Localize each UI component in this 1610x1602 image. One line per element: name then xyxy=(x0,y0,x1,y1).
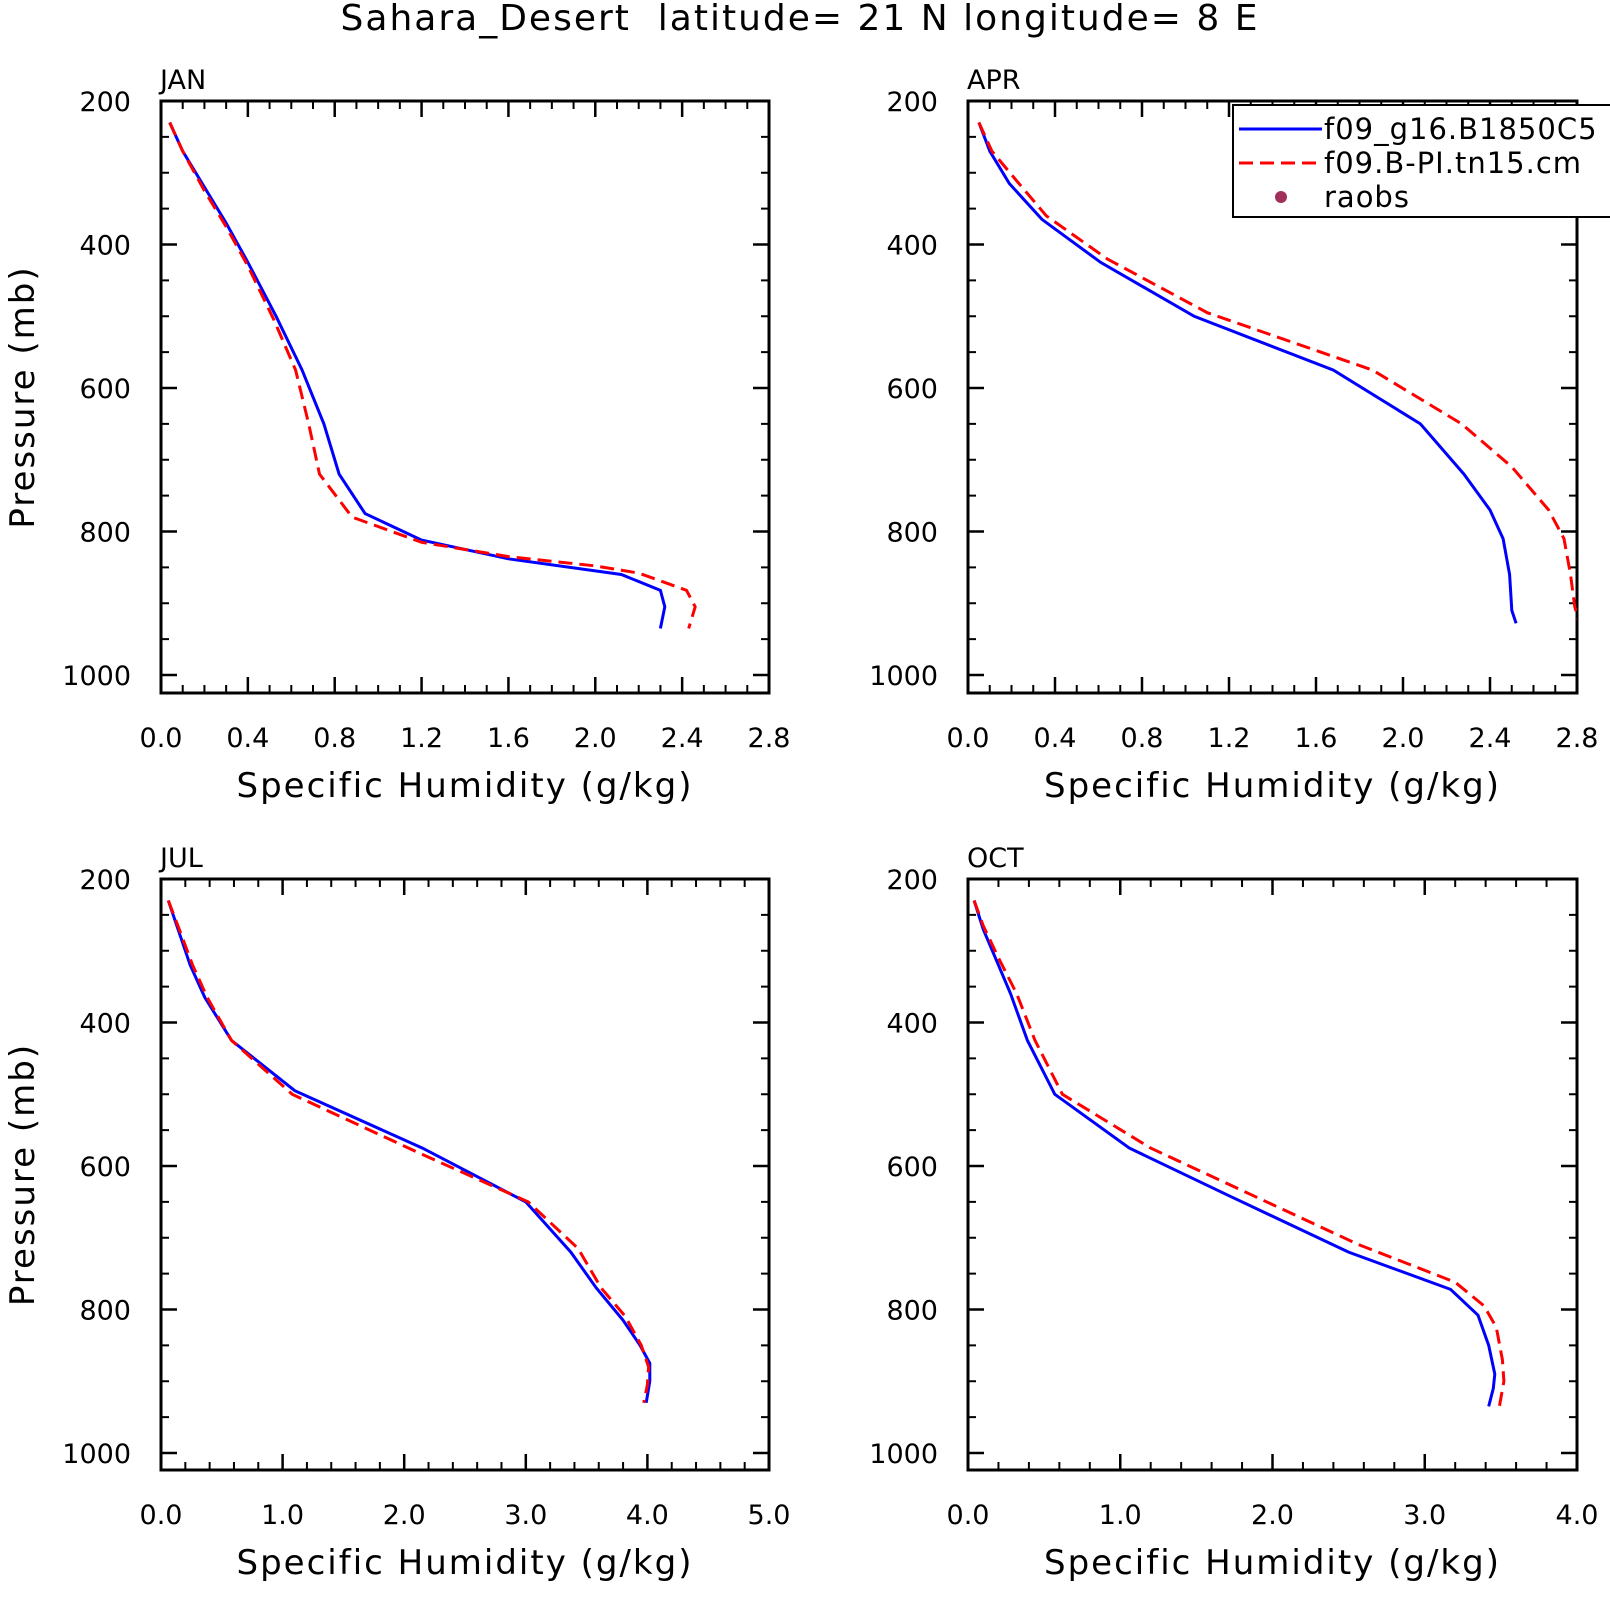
y-tick-label: 800 xyxy=(79,518,131,549)
x-axis-label: Specific Humidity (g/kg) xyxy=(1044,1543,1501,1583)
panel-title: JAN xyxy=(158,65,206,96)
x-tick-label: 2.4 xyxy=(661,723,704,754)
panel-jan: 0.0 0.4 0.8 1.2 1.6 2.0 2.4 2.8 200 400 600 800 1000… xyxy=(3,65,790,806)
x-tick-label: 1.2 xyxy=(400,723,443,754)
x-tick-label: 2.4 xyxy=(1469,723,1512,754)
panel-title: APR xyxy=(967,65,1021,96)
x-tick-label: 2.0 xyxy=(574,723,617,754)
x-tick-label: 3.0 xyxy=(504,1500,547,1531)
x-tick-label: 2.0 xyxy=(1382,723,1425,754)
panel-title: OCT xyxy=(967,843,1024,874)
panel-oct: 0.0 1.0 2.0 3.0 4.0 200 400 600 800 1000 OCT Specif… xyxy=(869,843,1598,1583)
panel-jul: 0.0 1.0 2.0 3.0 4.0 5.0 200 400 600 800 1000 JUL Spe… xyxy=(3,843,790,1583)
series-line-f09-b-pi xyxy=(977,121,1577,621)
x-axis-label: Specific Humidity (g/kg) xyxy=(237,1543,694,1583)
legend-box xyxy=(1232,104,1610,218)
figure-title: Sahara_Desert latitude= 21 N longitude= … xyxy=(341,0,1260,39)
series-line-f09-b-pi xyxy=(166,899,651,1404)
legend-label: f09.B-PI.tn15.cm xyxy=(1324,146,1582,180)
y-tick-label: 600 xyxy=(886,374,938,405)
plot-frame xyxy=(159,877,771,1472)
x-tick-label: 4.0 xyxy=(626,1500,669,1531)
x-tick-label: 0.0 xyxy=(140,723,183,754)
legend-label: raobs xyxy=(1324,180,1410,214)
y-tick-label: 200 xyxy=(79,87,131,118)
y-axis-label: Pressure (mb) xyxy=(3,265,43,528)
y-tick-label: 400 xyxy=(886,1009,938,1040)
y-tick-label: 200 xyxy=(886,87,938,118)
x-tick-label: 1.0 xyxy=(261,1500,304,1531)
x-axis-label: Specific Humidity (g/kg) xyxy=(237,766,694,806)
y-tick-label: 600 xyxy=(79,374,131,405)
y-tick-label: 400 xyxy=(79,231,131,262)
y-tick-label: 200 xyxy=(79,865,131,896)
panels-group: 0.0 0.4 0.8 1.2 1.6 2.0 2.4 2.8 200 400 600 800 1000… xyxy=(3,65,1598,1583)
x-tick-label: 0.0 xyxy=(947,1500,990,1531)
y-tick-label: 800 xyxy=(79,1296,131,1327)
y-axis-label: Pressure (mb) xyxy=(3,1043,43,1306)
x-tick-label: 5.0 xyxy=(748,1500,791,1531)
y-tick-label: 800 xyxy=(886,518,938,549)
y-tick-label: 1000 xyxy=(869,1439,938,1470)
x-tick-label: 1.6 xyxy=(487,723,530,754)
y-tick-label: 800 xyxy=(886,1296,938,1327)
x-axis-label: Specific Humidity (g/kg) xyxy=(1044,766,1501,806)
x-tick-label: 0.8 xyxy=(1121,723,1164,754)
series-line-f09-g16 xyxy=(166,900,652,1404)
x-tick-label: 0.4 xyxy=(1034,723,1077,754)
x-tick-label: 0.8 xyxy=(313,723,356,754)
series-line-f09-g16 xyxy=(168,121,667,629)
series-line-f09-g16 xyxy=(972,900,1497,1407)
legend-label: f09_g16.B1850C5 xyxy=(1324,112,1598,146)
y-tick-label: 600 xyxy=(886,1152,938,1183)
legend-marker-raobs xyxy=(1275,191,1287,203)
x-tick-label: 0.0 xyxy=(947,723,990,754)
x-tick-label: 0.4 xyxy=(226,723,269,754)
panel-title: JUL xyxy=(158,843,203,874)
y-tick-label: 400 xyxy=(886,231,938,262)
series-line-f09-b-pi xyxy=(168,121,697,629)
x-tick-label: 1.0 xyxy=(1099,1500,1142,1531)
x-tick-label: 3.0 xyxy=(1403,1500,1446,1531)
x-tick-label: 1.6 xyxy=(1295,723,1338,754)
y-tick-label: 1000 xyxy=(62,1439,131,1470)
series-line-f09-g16 xyxy=(977,121,1518,624)
x-tick-label: 2.0 xyxy=(383,1500,426,1531)
x-tick-label: 2.0 xyxy=(1251,1500,1294,1531)
x-tick-label: 4.0 xyxy=(1556,1500,1599,1531)
y-tick-label: 1000 xyxy=(869,661,938,692)
y-tick-label: 200 xyxy=(886,865,938,896)
y-tick-label: 600 xyxy=(79,1152,131,1183)
x-tick-label: 2.8 xyxy=(1556,723,1599,754)
plot-frame xyxy=(966,877,1579,1472)
plot-frame xyxy=(159,99,771,695)
x-tick-label: 2.8 xyxy=(748,723,791,754)
x-tick-label: 1.2 xyxy=(1208,723,1251,754)
y-tick-label: 1000 xyxy=(62,661,131,692)
panel-apr: 0.0 0.4 0.8 1.2 1.6 2.0 2.4 2.8 200 400 600 800 1000… xyxy=(869,65,1598,806)
series-line-f09-b-pi xyxy=(972,899,1506,1407)
y-tick-label: 400 xyxy=(79,1009,131,1040)
x-tick-label: 0.0 xyxy=(140,1500,183,1531)
